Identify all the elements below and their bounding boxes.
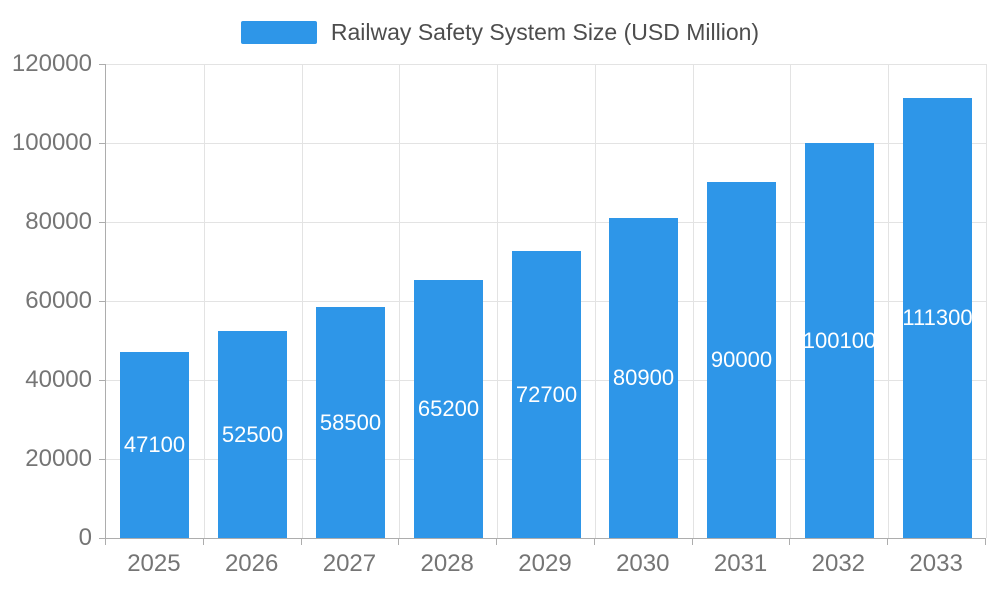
x-tick-label: 2025 xyxy=(127,550,181,577)
bar[interactable]: 100100 xyxy=(802,143,877,538)
y-tick-label: 40000 xyxy=(25,366,92,393)
y-tick-mark xyxy=(99,143,105,144)
x-tick-label: 2030 xyxy=(616,550,670,577)
x-tick-label: 2031 xyxy=(713,550,768,577)
bar[interactable]: 80900 xyxy=(609,218,678,538)
gridline-horizontal xyxy=(106,64,986,65)
x-tick-mark xyxy=(398,539,400,545)
gridline-vertical xyxy=(986,64,987,538)
bar-value-label: 111300 xyxy=(902,305,973,330)
y-tick-mark xyxy=(99,459,105,460)
bar[interactable]: 65200 xyxy=(414,280,483,538)
y-tick-label: 60000 xyxy=(25,287,92,314)
bar[interactable]: 111300 xyxy=(902,98,973,538)
gridline-vertical xyxy=(203,64,205,538)
x-tick-label: 2033 xyxy=(909,550,963,577)
x-tick-mark xyxy=(985,539,986,545)
bar-value-label: 90000 xyxy=(710,347,773,372)
plot-area: 47100 52500 58500 65200 72700 80900 90000 10010… xyxy=(105,64,987,539)
x-tick-mark xyxy=(202,539,204,545)
y-tick-mark xyxy=(99,538,105,539)
bar[interactable]: 47100 xyxy=(120,352,189,538)
y-tick-mark xyxy=(99,380,105,381)
bar[interactable]: 58500 xyxy=(316,307,385,538)
y-tick-label: 0 xyxy=(78,524,92,551)
x-tick-label: 2032 xyxy=(811,550,866,577)
legend-label: Railway Safety System Size (USD Million) xyxy=(330,18,760,45)
y-tick-mark xyxy=(99,64,105,65)
gridline-vertical xyxy=(301,64,303,538)
bar-value-label: 52500 xyxy=(221,421,284,447)
bar[interactable]: 72700 xyxy=(512,251,581,538)
gridline-vertical xyxy=(594,64,596,538)
x-tick-label: 2029 xyxy=(518,550,572,577)
gridline-vertical xyxy=(399,64,401,538)
gridline-vertical xyxy=(497,64,499,538)
x-tick-mark xyxy=(593,539,595,545)
bar-value-label: 47100 xyxy=(123,432,186,457)
bar[interactable]: 52500 xyxy=(218,331,287,538)
bar-value-label: 80900 xyxy=(612,365,675,390)
bar-value-label: 58500 xyxy=(319,409,382,435)
bar-value-label: 65200 xyxy=(417,396,480,421)
gridline-horizontal xyxy=(106,222,986,223)
x-tick-mark xyxy=(789,539,791,545)
legend-swatch-icon xyxy=(240,20,317,44)
gridline-vertical xyxy=(692,64,694,538)
x-tick-mark xyxy=(300,539,302,545)
y-tick-label: 100000 xyxy=(11,129,92,156)
x-tick-label: 2028 xyxy=(420,550,474,577)
bar[interactable]: 90000 xyxy=(707,182,776,538)
x-tick-mark xyxy=(691,539,693,545)
x-tick-label: 2026 xyxy=(224,550,279,577)
gridline-horizontal xyxy=(106,143,986,144)
y-tick-mark xyxy=(99,301,105,302)
chart-legend[interactable]: Railway Safety System Size (USD Million) xyxy=(0,14,1000,50)
y-tick-mark xyxy=(99,222,105,223)
y-tick-label: 80000 xyxy=(25,208,92,235)
y-tick-label: 120000 xyxy=(11,50,92,77)
bar-value-label: 100100 xyxy=(802,327,877,353)
x-tick-label: 2027 xyxy=(322,550,377,577)
gridline-vertical xyxy=(790,64,792,538)
x-tick-mark xyxy=(105,539,106,545)
gridline-vertical xyxy=(888,64,890,538)
y-tick-label: 20000 xyxy=(25,445,92,472)
x-tick-mark xyxy=(887,539,889,545)
bar-value-label: 72700 xyxy=(515,381,578,407)
x-tick-mark xyxy=(496,539,498,545)
